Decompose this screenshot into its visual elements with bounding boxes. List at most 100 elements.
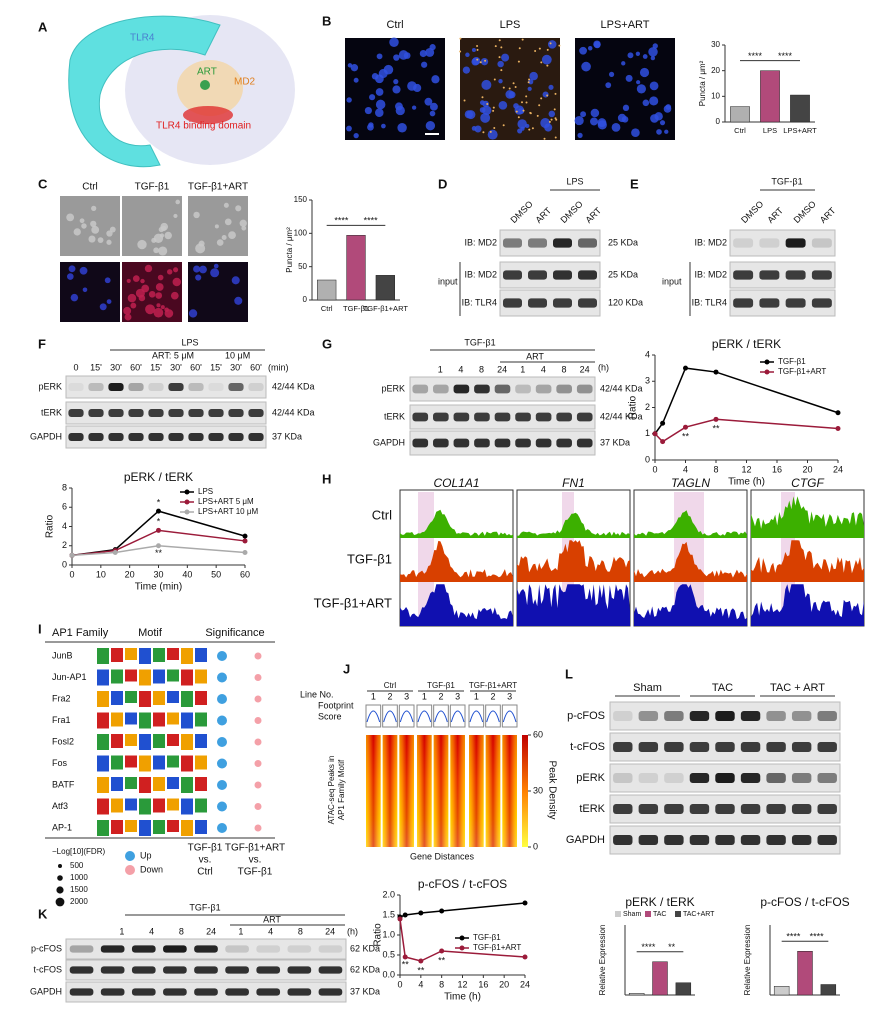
x-tick-label: 8: [713, 464, 718, 474]
cell: [170, 291, 179, 300]
y-tick-label: 0: [716, 117, 721, 126]
colorbar-label: Peak Density: [546, 761, 557, 820]
input-label: input: [438, 276, 458, 286]
lane-label: 4: [268, 926, 273, 936]
row-label: IB: TLR4: [462, 297, 497, 307]
blot-band: [811, 298, 832, 308]
x-tick-label: Ctrl: [321, 304, 333, 313]
x-axis-label: Time (h): [444, 992, 481, 1003]
logo-letter: [195, 734, 207, 748]
coverage-track: [400, 584, 513, 626]
rep-label: 2: [490, 691, 495, 701]
logo-letter: [181, 798, 193, 815]
column-header: Motif: [138, 627, 163, 639]
cell: [224, 218, 232, 226]
significance: ****: [364, 216, 379, 226]
blot-band: [613, 741, 633, 753]
blot-strip: [65, 375, 267, 399]
y-tick-label: 0: [645, 454, 650, 464]
blot-band: [69, 945, 94, 953]
unit-label: (h): [347, 926, 358, 936]
heatmap-fade: [366, 735, 381, 847]
cell: [375, 74, 384, 84]
cell: [364, 106, 372, 115]
blot-band: [100, 945, 125, 953]
up-dot: [217, 737, 227, 747]
blot-band: [759, 270, 780, 280]
blot-band: [318, 966, 343, 974]
cell: [346, 97, 352, 103]
lane-label: ART: [534, 205, 554, 225]
blot-band: [664, 772, 684, 784]
blot-band: [733, 238, 754, 248]
logo-letter: [167, 691, 179, 703]
blot-band: [494, 412, 511, 422]
x-tick-label: 16: [772, 464, 782, 474]
footprint-box: [365, 704, 382, 728]
group-label: TGF-β1: [771, 176, 802, 186]
cell: [82, 287, 88, 293]
blot-band: [638, 741, 659, 753]
tlr4-structure: [68, 15, 221, 168]
logo-letter: [125, 798, 137, 811]
significance: **: [712, 424, 720, 434]
panel-label: G: [322, 336, 332, 351]
cell: [527, 86, 532, 91]
x-tick-label: 8: [439, 979, 444, 989]
lane-label: 30': [230, 362, 242, 372]
size-key-label: 2000: [70, 897, 88, 906]
blot-band: [576, 438, 593, 448]
panel-label: A: [38, 19, 48, 34]
cell: [353, 132, 359, 139]
cell: [91, 205, 97, 212]
lane-label: ART: [818, 205, 838, 225]
puncta: [459, 50, 462, 53]
motif-name: AP-1: [52, 822, 72, 832]
puncta: [546, 64, 549, 67]
blot-band: [664, 803, 684, 815]
data-point: [242, 533, 248, 539]
lane-label: 60': [250, 362, 262, 372]
blot-band: [256, 945, 281, 953]
blot-band: [740, 772, 761, 784]
y-tick-label: 1.0: [382, 929, 395, 939]
coverage-track: [400, 509, 513, 538]
puncta: [498, 39, 501, 42]
cell: [135, 288, 145, 298]
brightfield: [60, 196, 120, 256]
cell: [474, 125, 482, 133]
data-point: [156, 527, 161, 533]
cell: [424, 97, 433, 106]
logo-letter: [97, 648, 109, 664]
logo-letter: [97, 777, 109, 793]
blot-band: [248, 433, 264, 441]
coverage-track: [634, 541, 747, 582]
lane-label: 60': [130, 362, 142, 372]
y-tick-label: 150: [294, 195, 308, 204]
row-label: TGF-β1: [347, 551, 392, 566]
blot-band: [88, 383, 104, 391]
puncta: [553, 108, 556, 111]
logo-letter: [153, 734, 165, 748]
x-tick-label: 24: [520, 979, 530, 989]
logo-letter: [139, 691, 151, 707]
cell: [145, 304, 155, 315]
blot-band: [759, 238, 780, 248]
row-label: p-cFOS: [31, 943, 62, 953]
x-tick-label: 24: [833, 464, 843, 474]
cell: [652, 43, 658, 49]
x-tick-label: LPS+ART: [783, 126, 817, 135]
cell: [514, 105, 524, 115]
blot-band: [613, 710, 633, 722]
heatmap-fade: [502, 735, 517, 847]
cell: [397, 123, 407, 133]
blot-band: [474, 412, 490, 422]
puncta: [538, 104, 541, 107]
data-point: [835, 410, 841, 416]
significance: *: [157, 497, 161, 507]
puncta: [522, 109, 525, 112]
panel-label: E: [630, 176, 639, 191]
puncta: [554, 92, 557, 95]
blot-band: [733, 270, 754, 280]
x-tick-label: Ctrl: [734, 126, 746, 135]
